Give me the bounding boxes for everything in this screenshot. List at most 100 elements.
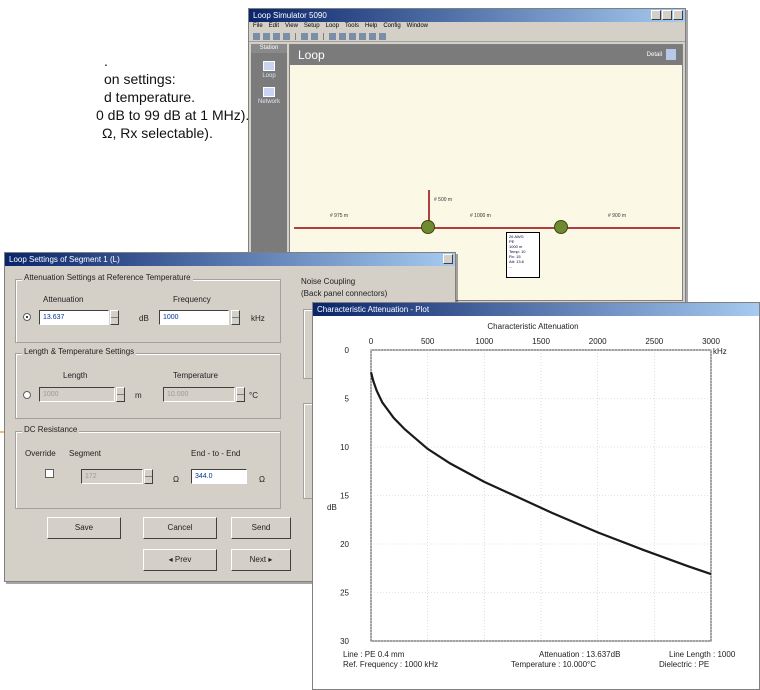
x-tick-label: 1000 <box>475 337 493 346</box>
undo-icon[interactable] <box>301 32 308 40</box>
network-icon <box>263 87 275 97</box>
save-button[interactable]: Save <box>47 517 121 539</box>
x-tick-label: 500 <box>421 337 435 346</box>
chart-window-title: Characteristic Attenuation - Plot <box>317 305 430 314</box>
toolbar <box>249 31 685 42</box>
open-icon[interactable] <box>263 32 270 40</box>
footer-line: Line : PE 0.4 mm <box>343 650 405 659</box>
frequency-spinner[interactable] <box>231 310 240 325</box>
sidebar-item-label: Network <box>257 99 280 105</box>
bg-line-4: 0 dB to 99 dB at 1 MHz). <box>96 107 250 123</box>
temperature-spinner[interactable] <box>236 387 245 402</box>
popup-line: 1000 m <box>509 244 523 249</box>
attenuation-radio[interactable] <box>23 313 31 321</box>
prev-button[interactable]: ◂ Prev <box>143 549 217 571</box>
length-radio[interactable] <box>23 391 31 399</box>
y-axis-label: dB <box>327 503 337 512</box>
attenuation-input[interactable]: 13.637 <box>39 310 109 325</box>
temperature-unit: °C <box>249 391 258 400</box>
loop-node[interactable] <box>554 220 568 234</box>
graph-icon[interactable] <box>339 32 346 40</box>
loop-wire <box>294 227 680 229</box>
popup-line: Temp: 10 <box>509 249 526 254</box>
window-controls <box>651 10 683 20</box>
help-icon[interactable] <box>379 32 386 40</box>
frequency-label: Frequency <box>173 295 211 304</box>
new-icon[interactable] <box>253 32 260 40</box>
cancel-button[interactable]: Cancel <box>143 517 217 539</box>
main-titlebar: Loop Simulator 5090 <box>249 9 685 22</box>
chart-titlebar: Characteristic Attenuation - Plot <box>313 303 759 316</box>
end-to-end-input[interactable]: 344.0 <box>191 469 247 484</box>
close-icon[interactable] <box>443 254 453 264</box>
dialog-titlebar: Loop Settings of Segment 1 (L) <box>5 253 455 266</box>
segment-label[interactable]: # 1000 m <box>470 213 491 219</box>
segment-info-popup: 26 AWG PE 1000 m Temp: 10 Rx: 15 Att: 13… <box>506 232 540 278</box>
group-title: Length & Temperature Settings <box>22 347 137 356</box>
main-window-title: Loop Simulator 5090 <box>253 11 327 20</box>
popup-line: PE <box>509 239 515 244</box>
segment-label: Segment <box>69 449 102 458</box>
menu-bar: File Edit View Setup Loop Tools Help Con… <box>249 22 685 31</box>
x-tick-label: 1500 <box>532 337 550 346</box>
attenuation-label: Attenuation <box>43 295 84 304</box>
loop-node[interactable] <box>421 220 435 234</box>
segment-label[interactable]: # 900 m <box>608 213 627 219</box>
menu-item[interactable]: Config <box>383 23 401 29</box>
menu-item[interactable]: Setup <box>303 23 320 29</box>
frequency-input[interactable]: 1000 <box>159 310 229 325</box>
length-input[interactable]: 1000 <box>39 387 115 402</box>
settings-icon[interactable] <box>349 32 356 40</box>
segment-resistance-spinner[interactable] <box>144 469 153 484</box>
sidebar-item-label: Loop <box>262 73 276 79</box>
redo-icon[interactable] <box>311 32 318 40</box>
sidebar-item-loop[interactable]: Loop <box>251 61 287 79</box>
length-label: Length <box>63 371 88 380</box>
menu-item[interactable]: File <box>253 23 263 29</box>
bg-line-2: on settings: <box>104 71 176 87</box>
frequency-unit: kHz <box>251 314 265 323</box>
minimize-icon[interactable] <box>651 10 661 20</box>
background-text: . on settings: d temperature. 0 dB to 99… <box>0 52 249 142</box>
menu-item[interactable]: Help <box>364 23 378 29</box>
detail-label[interactable]: Detail <box>646 52 662 58</box>
bg-line-3: d temperature. <box>104 89 196 105</box>
popup-line: Rx: 15 <box>509 254 521 259</box>
segment-label[interactable]: # 500 m <box>434 197 453 203</box>
zoom-icon[interactable] <box>329 32 336 40</box>
menu-item[interactable]: Loop <box>325 23 339 29</box>
x-tick-label: 2000 <box>589 337 607 346</box>
noise-coupling-label: Noise Coupling <box>301 277 356 286</box>
menu-item[interactable]: View <box>285 23 298 29</box>
y-tick-label: 15 <box>340 492 349 501</box>
close-icon[interactable] <box>673 10 683 20</box>
print-icon[interactable] <box>283 32 290 40</box>
length-temperature-group: Length & Temperature Settings <box>15 347 281 419</box>
menu-item[interactable]: Tools <box>344 23 359 29</box>
footer-attenuation: Attenuation : 13.637dB <box>539 650 620 659</box>
end-to-end-unit: Ω <box>259 475 265 484</box>
x-axis-label: kHz <box>713 347 727 356</box>
override-checkbox[interactable] <box>45 469 54 478</box>
footer-ref-frequency: Ref. Frequency : 1000 kHz <box>343 660 438 669</box>
segment-label[interactable]: # 975 m <box>330 213 349 219</box>
menu-item[interactable]: Window <box>406 23 429 29</box>
send-button[interactable]: Send <box>231 517 291 539</box>
save-icon[interactable] <box>273 32 280 40</box>
run-icon[interactable] <box>359 32 366 40</box>
y-tick-label: 0 <box>345 346 350 355</box>
stop-icon[interactable] <box>369 32 376 40</box>
menu-item[interactable]: Edit <box>268 23 280 29</box>
y-tick-label: 30 <box>340 637 349 646</box>
segment-resistance-input[interactable]: 172 <box>81 469 143 484</box>
detail-icon[interactable] <box>666 49 676 60</box>
maximize-icon[interactable] <box>662 10 672 20</box>
x-tick-label: 0 <box>369 337 374 346</box>
noise-coupling-sub: (Back panel connectors) <box>301 289 388 298</box>
length-unit: m <box>135 391 142 400</box>
length-spinner[interactable] <box>116 387 125 402</box>
temperature-input[interactable]: 10.000 <box>163 387 235 402</box>
sidebar-item-network[interactable]: Network <box>251 87 287 105</box>
attenuation-spinner[interactable] <box>110 310 119 325</box>
next-button[interactable]: Next ▸ <box>231 549 291 571</box>
